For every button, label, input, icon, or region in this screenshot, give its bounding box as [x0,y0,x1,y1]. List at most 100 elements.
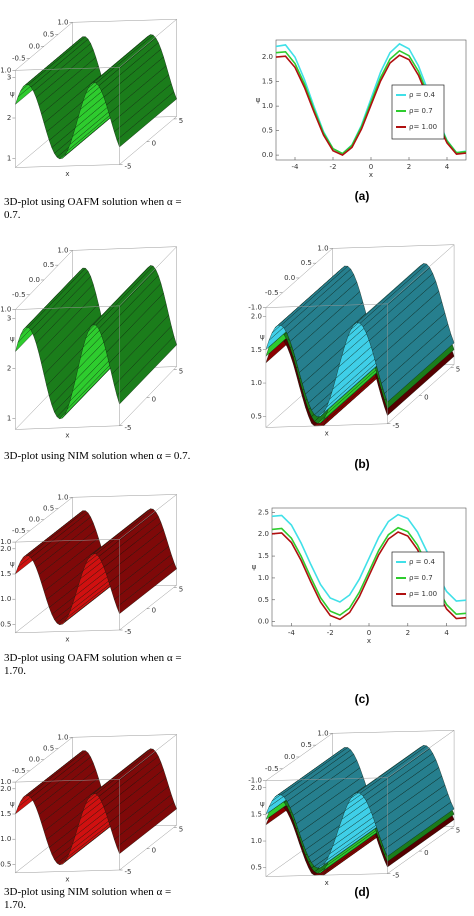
surface-shade [28,750,89,798]
caption: 3D-plot using OAFM solution when α = 1.7… [4,652,182,677]
surface-shade [30,39,91,92]
t-tick-label: 0.5 [43,261,54,269]
x-tick-label: -5 [392,872,399,880]
legend-label: ρ= 1.00 [409,123,437,131]
x-tick-label: 4 [444,629,449,637]
surface-shade [116,802,177,854]
surface-shade [30,512,91,562]
z-tick-label: 0.5 [0,860,11,868]
surface-shade [25,267,86,328]
surface-shade [101,756,162,808]
surface-shade [25,750,86,796]
y-tick-label: 2.5 [258,508,269,516]
surface-shade [41,538,102,592]
caption: 3D-plot using OAFM solution when α = 0.7… [4,196,182,221]
x-tick-label: -4 [288,629,296,637]
t-tick-label: -0.5 [12,767,26,775]
surface-shade [366,273,436,341]
x-tick-label: 5 [179,368,183,376]
t-tick-label: -1.0 [0,778,11,786]
panel-label: (a) [355,189,370,203]
surface-shade [293,767,363,824]
x-tick-label: 5 [179,117,183,125]
surface-shade [103,283,164,353]
x-axis-label: x [369,171,373,179]
box-edge [72,19,177,23]
x-tick-label: 5 [456,827,460,835]
x-tick-label: -5 [125,424,132,432]
x-tick-label: 0 [152,607,156,615]
x-tick-label: 0 [424,394,428,402]
surface-shade [28,36,89,88]
x-tick-label: -2 [330,163,337,171]
surface-shade [28,510,89,558]
y-tick-label: 0.5 [258,596,269,604]
box-edge [119,494,177,540]
y-tick-label: 0.0 [258,618,269,626]
surface-shade [96,266,156,329]
x-tick-label: 5 [456,366,460,374]
surface-shade [111,74,172,132]
surface-shade [284,749,354,802]
x-axis-label: x [367,637,371,645]
surface-shade [36,522,96,575]
t-tick-label: 0.5 [43,30,54,38]
box-edge [15,305,120,310]
surface-shade [109,777,169,832]
surface-strip [384,333,455,403]
x-axis-label: x [325,430,329,438]
surface-shade [287,754,357,808]
surface-strip [116,802,177,854]
legend-label: ρ= 0.7 [409,107,433,115]
surface-shade [381,793,452,850]
x-tick-label: 0 [152,396,156,404]
surface-shade [30,271,91,336]
box-edge [265,303,388,308]
legend-label: ρ = 0.4 [409,91,435,99]
box-edge [332,244,455,249]
surface-shade [25,510,86,556]
t-tick-label: 1.0 [57,18,68,26]
z-axis-label: ψ [10,90,15,98]
x-tick-label: 0 [367,629,371,637]
z-tick-label: 2 [7,114,11,122]
t-tick-label: -1.0 [0,538,11,546]
surface-strip [116,91,177,148]
y-tick-label: 2.0 [262,53,273,61]
surface-shade [33,757,94,808]
z-tick-label: 1.5 [0,810,11,818]
box-edge [15,425,120,430]
surface-strip [116,562,177,614]
surface-shade [93,508,154,555]
y-tick-label: 2.0 [258,530,269,538]
surface-shade [93,265,154,326]
t-tick-label: -1.0 [0,306,11,314]
box-edge [119,19,177,68]
t-tick-label: 0.0 [29,42,40,50]
surface-shade [372,291,442,362]
surface-shade [106,57,167,114]
t-tick-label: 0.5 [43,504,54,512]
surface-shade [363,267,433,333]
z-axis-label: ψ [260,333,265,341]
legend-label: ρ= 0.7 [409,574,433,582]
t-tick-label: 0.0 [29,276,40,284]
z-tick-label: 0.5 [251,864,262,872]
surface-shade [33,43,94,98]
y-tick-label: 0.0 [262,151,273,159]
z-axis-label: ψ [10,335,15,343]
surface-shade [369,759,439,815]
surface-shade [381,324,452,394]
surface-shade [106,529,167,583]
surface-shade [41,304,102,375]
y-axis-label: ψ [256,96,261,104]
surface-shade [101,275,162,343]
surface-shade [360,745,430,797]
surface-shade [293,291,363,362]
box-edge [265,423,388,428]
box-edge [265,873,388,877]
z-tick-label: 1.0 [251,379,262,387]
box-edge [15,250,73,310]
x-tick-label: 0 [152,140,156,148]
t-tick-label: 0.0 [284,753,295,761]
